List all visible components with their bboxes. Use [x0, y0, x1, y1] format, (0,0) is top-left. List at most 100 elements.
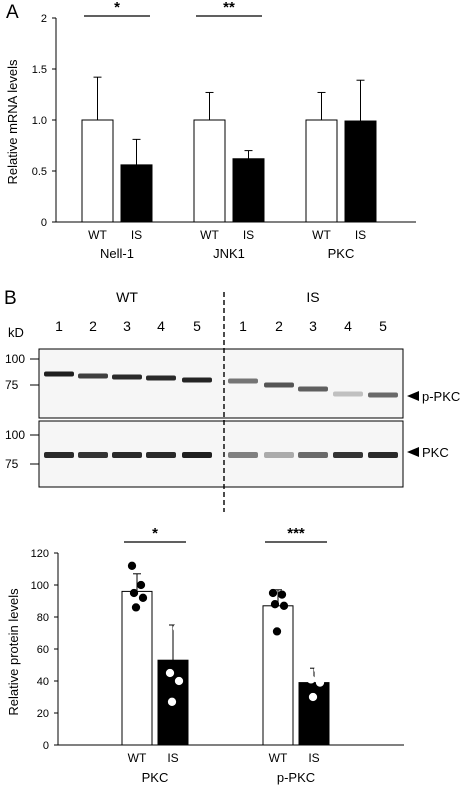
band-pkc: [333, 452, 363, 458]
bar-label-is: IS: [167, 751, 178, 765]
y-tick-label: 1.0: [32, 115, 47, 127]
bar-label-wt: WT: [269, 751, 288, 765]
data-point-is: [313, 665, 323, 674]
bar-is: [232, 158, 265, 223]
band-p-pkc: [78, 373, 108, 379]
data-point-wt: [268, 588, 278, 598]
band-p-pkc: [333, 391, 363, 397]
y-tick-label: 100: [31, 580, 49, 592]
panel-b-y-axis-label: Relative protein levels: [6, 588, 21, 716]
band-pkc: [228, 452, 258, 458]
bar-label-is: IS: [355, 228, 366, 242]
band-p-pkc: [44, 371, 74, 377]
lane-number: 1: [55, 318, 63, 334]
data-point-is: [308, 692, 318, 702]
data-point-is: [163, 601, 173, 610]
band-p-pkc: [368, 392, 398, 398]
bar-wt: [305, 119, 338, 223]
bar-wt: [121, 590, 153, 746]
blot-group-is: IS: [306, 289, 319, 305]
data-point-wt: [277, 590, 287, 599]
lane-number: 2: [275, 318, 283, 334]
panel-b-label: B: [4, 288, 17, 309]
bar-label-wt: WT: [312, 228, 331, 242]
y-tick-label: 80: [37, 612, 49, 624]
y-tick-label: 1.5: [32, 64, 47, 76]
y-tick-label: 60: [37, 644, 49, 656]
data-point-wt: [131, 603, 141, 612]
group-label: PKC: [142, 770, 169, 785]
bar-label-is: IS: [131, 228, 142, 242]
lane-number: 1: [239, 318, 247, 334]
bar-wt: [81, 119, 114, 223]
data-point-is: [174, 676, 184, 686]
group-label: PKC: [328, 246, 355, 261]
band-pkc: [298, 452, 328, 458]
band-pkc: [182, 452, 212, 458]
group-label: JNK1: [213, 246, 245, 261]
data-point-is: [306, 675, 316, 684]
bar-is: [120, 164, 153, 223]
blot-kd-label: kD: [8, 325, 24, 340]
ladder-label: 100: [5, 428, 25, 442]
ladder-label: 75: [5, 378, 19, 392]
significance-marker: ***: [287, 525, 305, 542]
y-tick-label: 120: [31, 548, 49, 560]
bar-label-wt: WT: [200, 228, 219, 242]
band-pkc: [368, 452, 398, 458]
band-pkc: [264, 452, 294, 458]
data-point-wt: [138, 593, 148, 602]
y-tick-label: 20: [37, 708, 49, 720]
data-point-wt: [272, 627, 282, 636]
data-point-is: [315, 678, 325, 687]
blot-group-wt: WT: [116, 289, 138, 305]
data-point-is: [165, 668, 175, 678]
band-p-pkc: [146, 375, 176, 381]
band-p-pkc: [298, 386, 328, 392]
y-tick-label: 0.5: [32, 166, 47, 178]
panel-a-label: A: [6, 2, 19, 23]
panel-b-chart: 0 20 40 60 80 100 120 WT IS PKC * WT IS p-PKC ***: [31, 525, 404, 785]
data-point-is: [167, 697, 177, 706]
y-tick-label: 0: [41, 217, 47, 229]
y-tick-label: 40: [37, 676, 49, 688]
band-p-pkc: [112, 374, 142, 380]
lane-number: 2: [89, 318, 97, 334]
lane-number: 3: [309, 318, 317, 334]
western-blot: WT IS kD 1 2 3 4 5 1 2 3 4 5 100 75 100 75 p-PKC PKC: [5, 289, 460, 512]
bar-label-wt: WT: [128, 751, 147, 765]
lane-number: 3: [123, 318, 131, 334]
band-p-pkc: [182, 377, 212, 383]
data-point-wt: [129, 588, 139, 598]
data-point-is: [172, 624, 182, 633]
lane-number: 5: [379, 318, 387, 334]
arrow-pkc: [407, 447, 419, 457]
group-label: p-PKC: [277, 770, 315, 785]
bar-label-wt: WT: [88, 228, 107, 242]
blot-top-frame: [38, 348, 404, 419]
band-pkc: [146, 452, 176, 458]
lane-number: 5: [193, 318, 201, 334]
bar-wt: [262, 605, 294, 746]
ladder-label: 75: [5, 457, 19, 471]
data-point-wt: [127, 561, 137, 570]
band-pkc: [112, 452, 142, 458]
band-p-pkc: [264, 382, 294, 388]
bar-is: [344, 120, 377, 223]
significance-marker: *: [152, 525, 158, 542]
band-pkc: [78, 452, 108, 458]
significance-marker: **: [223, 0, 235, 16]
band-label-p-pkc: p-PKC: [422, 389, 460, 404]
data-point-wt: [270, 600, 280, 609]
data-point-wt: [136, 580, 146, 590]
significance-marker: *: [114, 0, 120, 16]
bar-wt: [193, 119, 226, 223]
ladder-label: 100: [5, 352, 25, 366]
data-point-wt: [279, 601, 289, 610]
bar-label-is: IS: [308, 751, 319, 765]
y-tick-label: 0: [43, 740, 49, 752]
lane-number: 4: [157, 318, 165, 334]
bar-label-is: IS: [243, 228, 254, 242]
